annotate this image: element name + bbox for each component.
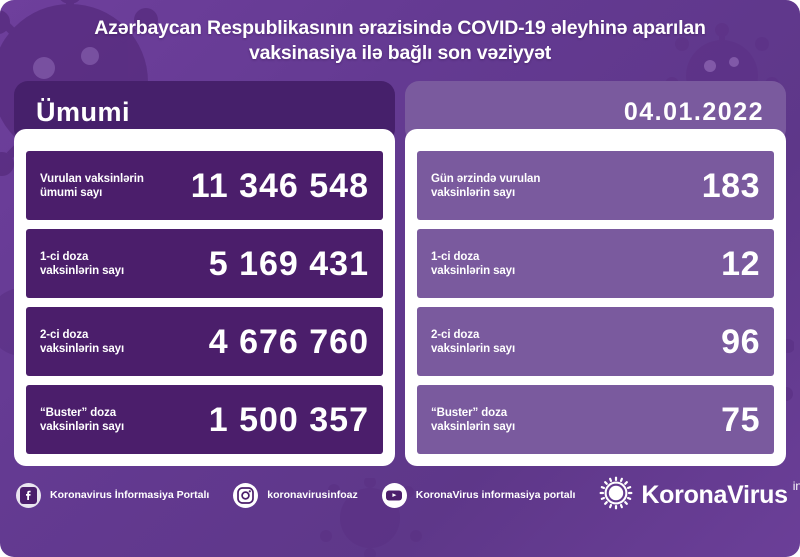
stat-label: 2-ci doza vaksinlərin sayı [431, 328, 516, 355]
brand-name: KoronaVirus [641, 480, 788, 509]
stat-label: “Buster” doza vaksinlərin sayı [40, 406, 125, 433]
table-row: 2-ci doza vaksinlərin sayı 96 [417, 307, 774, 376]
youtube-icon[interactable] [381, 482, 407, 508]
youtube-label: KoronaVirus informasiya portalı [415, 489, 576, 501]
stat-value: 4 676 760 [208, 322, 369, 361]
brand-logo[interactable]: KoronaVirus info [599, 476, 800, 515]
table-row: Vurulan vaksinlərin ümumi sayı 11 346 54… [26, 151, 383, 220]
stat-label: Vurulan vaksinlərin ümumi sayı [40, 172, 144, 199]
stat-value: 11 346 548 [190, 166, 369, 205]
panel-total-header-label: Ümumi [36, 96, 131, 127]
table-row: 1-ci doza vaksinlərin sayı 5 169 431 [26, 229, 383, 298]
table-row: “Buster” doza vaksinlərin sayı 75 [417, 385, 774, 454]
stats-panels: Ümumi Vurulan vaksinlərin ümumi sayı 11 … [0, 81, 800, 466]
table-row: 1-ci doza vaksinlərin sayı 12 [417, 229, 774, 298]
panel-total-card: Vurulan vaksinlərin ümumi sayı 11 346 54… [14, 129, 395, 466]
table-row: Gün ərzində vurulan vaksinlərin sayı 183 [417, 151, 774, 220]
stat-label: “Buster” doza vaksinlərin sayı [431, 406, 516, 433]
panel-total: Ümumi Vurulan vaksinlərin ümumi sayı 11 … [14, 81, 395, 466]
stat-value: 5 169 431 [208, 244, 369, 283]
social-instagram[interactable]: koronavirusinfoaz [233, 482, 358, 508]
title-line-1: Azərbaycan Respublikasının ərazisində CO… [94, 17, 706, 39]
panel-daily-card: Gün ərzində vurulan vaksinlərin sayı 183… [405, 129, 786, 466]
stat-label: 2-ci doza vaksinlərin sayı [40, 328, 125, 355]
instagram-label: koronavirusinfoaz [267, 489, 358, 501]
stat-label: 1-ci doza vaksinlərin sayı [431, 250, 516, 277]
social-facebook[interactable]: Koronavirus İnformasiya Portalı [16, 482, 210, 508]
table-row: “Buster” doza vaksinlərin sayı 1 500 357 [26, 385, 383, 454]
stat-value: 183 [701, 166, 760, 205]
instagram-icon[interactable] [233, 482, 259, 508]
brand-suffix: info [792, 478, 800, 493]
virus-sun-icon [599, 476, 633, 515]
panel-daily: 04.01.2022 Gün ərzində vurulan vaksinlər… [405, 81, 786, 466]
page-title: Azərbaycan Respublikasının ərazisində CO… [0, 0, 800, 72]
facebook-icon[interactable] [16, 482, 41, 508]
stat-value: 96 [721, 322, 760, 361]
stat-value: 1 500 357 [208, 400, 369, 439]
stat-value: 75 [721, 400, 760, 439]
facebook-label: Koronavirus İnformasiya Portalı [50, 489, 210, 501]
stat-label: 1-ci doza vaksinlərin sayı [40, 250, 125, 277]
stat-label: Gün ərzində vurulan vaksinlərin sayı [431, 172, 541, 199]
stat-value: 12 [721, 244, 760, 283]
footer-bar: Koronavirus İnformasiya Portalı koronavi… [0, 466, 800, 524]
title-line-2: vaksinasiya ilə bağlı son vəziyyət [248, 42, 552, 64]
social-youtube[interactable]: KoronaVirus informasiya portalı [381, 482, 576, 508]
table-row: 2-ci doza vaksinlərin sayı 4 676 760 [26, 307, 383, 376]
panel-daily-date-label: 04.01.2022 [623, 97, 764, 126]
